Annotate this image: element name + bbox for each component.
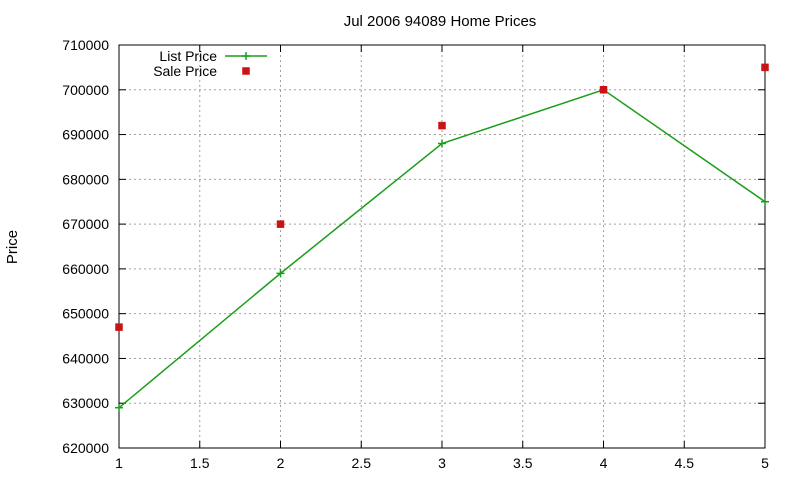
y-tick-label: 710000 — [62, 37, 109, 53]
series-layer — [115, 63, 769, 412]
y-tick-label: 650000 — [62, 306, 109, 322]
tick-layer: 1 1.5 2 2.5 3 3.5 4 4.5 5 620000 630000 640000 65000… — [62, 37, 769, 471]
list-price-point-2 — [276, 269, 285, 278]
legend-list-price-label: List Price — [159, 48, 217, 64]
legend-list-price-marker — [242, 52, 250, 60]
y-axis-label: Price — [4, 230, 21, 264]
chart-title: Jul 2006 94089 Home Prices — [344, 13, 537, 30]
y-tick-label: 700000 — [62, 82, 109, 98]
y-tick-label: 680000 — [62, 171, 109, 187]
list-price-point-3 — [438, 139, 446, 148]
y-tick-label: 620000 — [62, 440, 109, 456]
sale-price-point-5 — [761, 63, 769, 72]
x-tick-label: 1 — [115, 455, 123, 471]
x-tick-label: 2 — [277, 455, 285, 471]
sale-price-point-3 — [438, 121, 446, 130]
x-tick-label: 5 — [761, 455, 769, 471]
y-tick-label: 640000 — [62, 350, 109, 366]
list-price-point-1 — [115, 403, 123, 412]
x-tick-label: 4 — [600, 455, 608, 471]
x-tick-label: 2.5 — [352, 455, 372, 471]
sale-price-point-1 — [115, 323, 123, 331]
y-tick-label: 630000 — [62, 395, 109, 411]
y-tick-label: 690000 — [62, 127, 109, 143]
x-tick-label: 3 — [438, 455, 446, 471]
legend-sale-price-marker — [242, 67, 250, 75]
x-tick-label: 1.5 — [190, 455, 210, 471]
sale-price-point-2 — [276, 220, 285, 228]
sale-price-series — [115, 63, 769, 331]
x-tick-label: 4.5 — [675, 455, 695, 471]
legend-sale-price-label: Sale Price — [153, 63, 217, 79]
grid-layer — [119, 45, 765, 448]
list-price-point-5 — [761, 197, 769, 206]
x-tick-label: 3.5 — [513, 455, 533, 471]
y-tick-label: 670000 — [62, 216, 109, 232]
y-tick-label: 660000 — [62, 261, 109, 277]
sale-price-point-4 — [599, 86, 608, 94]
